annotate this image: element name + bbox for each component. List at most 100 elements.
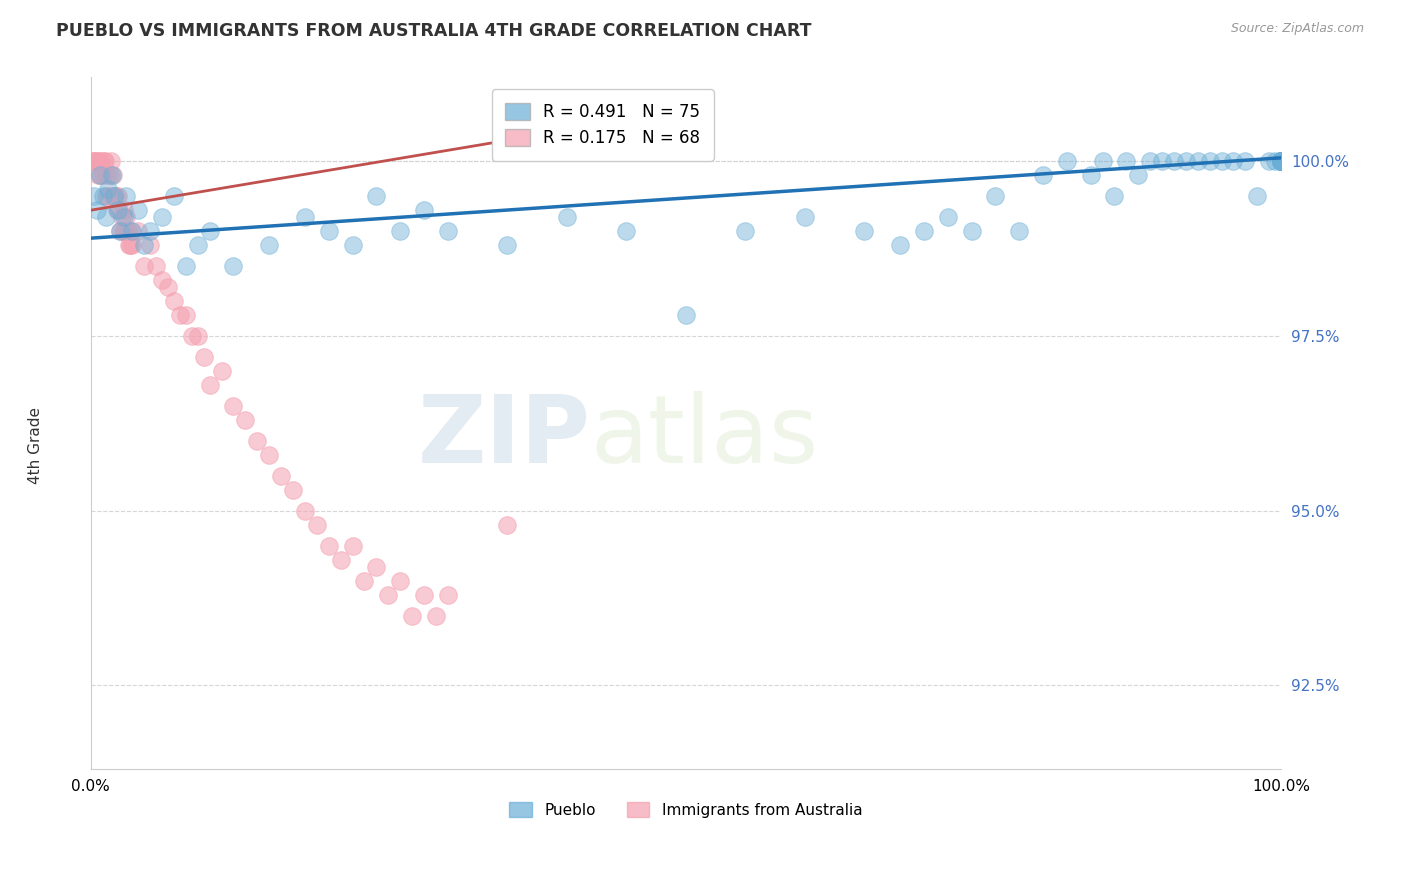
Point (1056, 154, 1078, 169)
Point (117, 224, 139, 238)
Point (1163, 154, 1185, 169)
Point (156, 280, 179, 294)
Point (97, 189, 120, 203)
Point (110, 211, 132, 225)
Point (413, 588, 436, 602)
Point (889, 238, 911, 252)
Point (1150, 154, 1173, 169)
Point (83, 154, 105, 169)
Point (294, 504, 316, 518)
Point (496, 238, 519, 252)
Point (793, 211, 815, 225)
Point (91, 189, 114, 203)
Point (94, 154, 117, 169)
Point (86, 203, 108, 218)
Point (318, 539, 340, 553)
Point (734, 224, 756, 238)
Point (120, 224, 142, 238)
Point (1270, 154, 1292, 169)
Point (1270, 154, 1292, 169)
Point (281, 483, 304, 497)
Point (305, 517, 328, 532)
Point (425, 608, 447, 623)
Point (93, 154, 115, 169)
Point (235, 413, 257, 427)
Point (1174, 154, 1197, 169)
Point (121, 224, 143, 238)
Point (101, 169, 124, 183)
Point (187, 329, 209, 343)
Point (89, 169, 111, 183)
Point (98, 169, 121, 183)
Point (150, 273, 173, 287)
Point (1128, 169, 1150, 183)
Point (134, 259, 156, 273)
Point (174, 259, 197, 273)
Point (115, 189, 138, 203)
Point (180, 329, 202, 343)
Point (960, 224, 983, 238)
Point (111, 224, 134, 238)
Point (87, 154, 110, 169)
Point (1270, 154, 1292, 169)
Point (1187, 154, 1209, 169)
Point (193, 350, 215, 364)
Text: Source: ZipAtlas.com: Source: ZipAtlas.com (1230, 22, 1364, 36)
Point (1270, 154, 1292, 169)
Point (100, 154, 122, 169)
Point (1234, 154, 1257, 169)
Point (1270, 154, 1292, 169)
Point (139, 238, 162, 252)
Point (1115, 154, 1137, 169)
Point (115, 211, 138, 225)
Point (329, 552, 352, 566)
Point (1270, 154, 1292, 169)
Point (1008, 224, 1031, 238)
Point (1198, 154, 1220, 169)
Point (84, 154, 107, 169)
Point (127, 203, 149, 218)
Point (163, 294, 186, 309)
Point (366, 189, 388, 203)
Point (87, 169, 110, 183)
Point (82, 154, 104, 169)
Point (198, 224, 221, 238)
Point (1270, 154, 1292, 169)
Point (366, 559, 388, 574)
Point (1270, 154, 1292, 169)
Point (134, 238, 156, 252)
Point (108, 203, 131, 218)
Point (103, 189, 125, 203)
Point (150, 211, 173, 225)
Point (222, 399, 245, 413)
Point (1211, 154, 1233, 169)
Point (1091, 154, 1114, 169)
Point (1258, 154, 1281, 169)
Point (94, 189, 117, 203)
Point (389, 224, 412, 238)
Text: atlas: atlas (591, 392, 818, 483)
Point (353, 574, 375, 588)
Point (198, 378, 221, 392)
Point (1270, 154, 1292, 169)
Point (389, 574, 412, 588)
Point (222, 259, 245, 273)
Point (675, 308, 697, 322)
Point (139, 224, 162, 238)
Point (318, 224, 340, 238)
Point (257, 238, 280, 252)
Point (1270, 154, 1292, 169)
Legend: Pueblo, Immigrants from Australia: Pueblo, Immigrants from Australia (503, 796, 869, 824)
Point (121, 238, 143, 252)
Point (118, 238, 141, 252)
Point (555, 211, 578, 225)
Point (83, 189, 105, 203)
Point (377, 588, 399, 602)
Point (342, 238, 364, 252)
Point (413, 203, 436, 218)
Point (614, 224, 637, 238)
Point (401, 608, 423, 623)
Point (257, 448, 280, 462)
Point (110, 224, 132, 238)
Point (1222, 154, 1244, 169)
